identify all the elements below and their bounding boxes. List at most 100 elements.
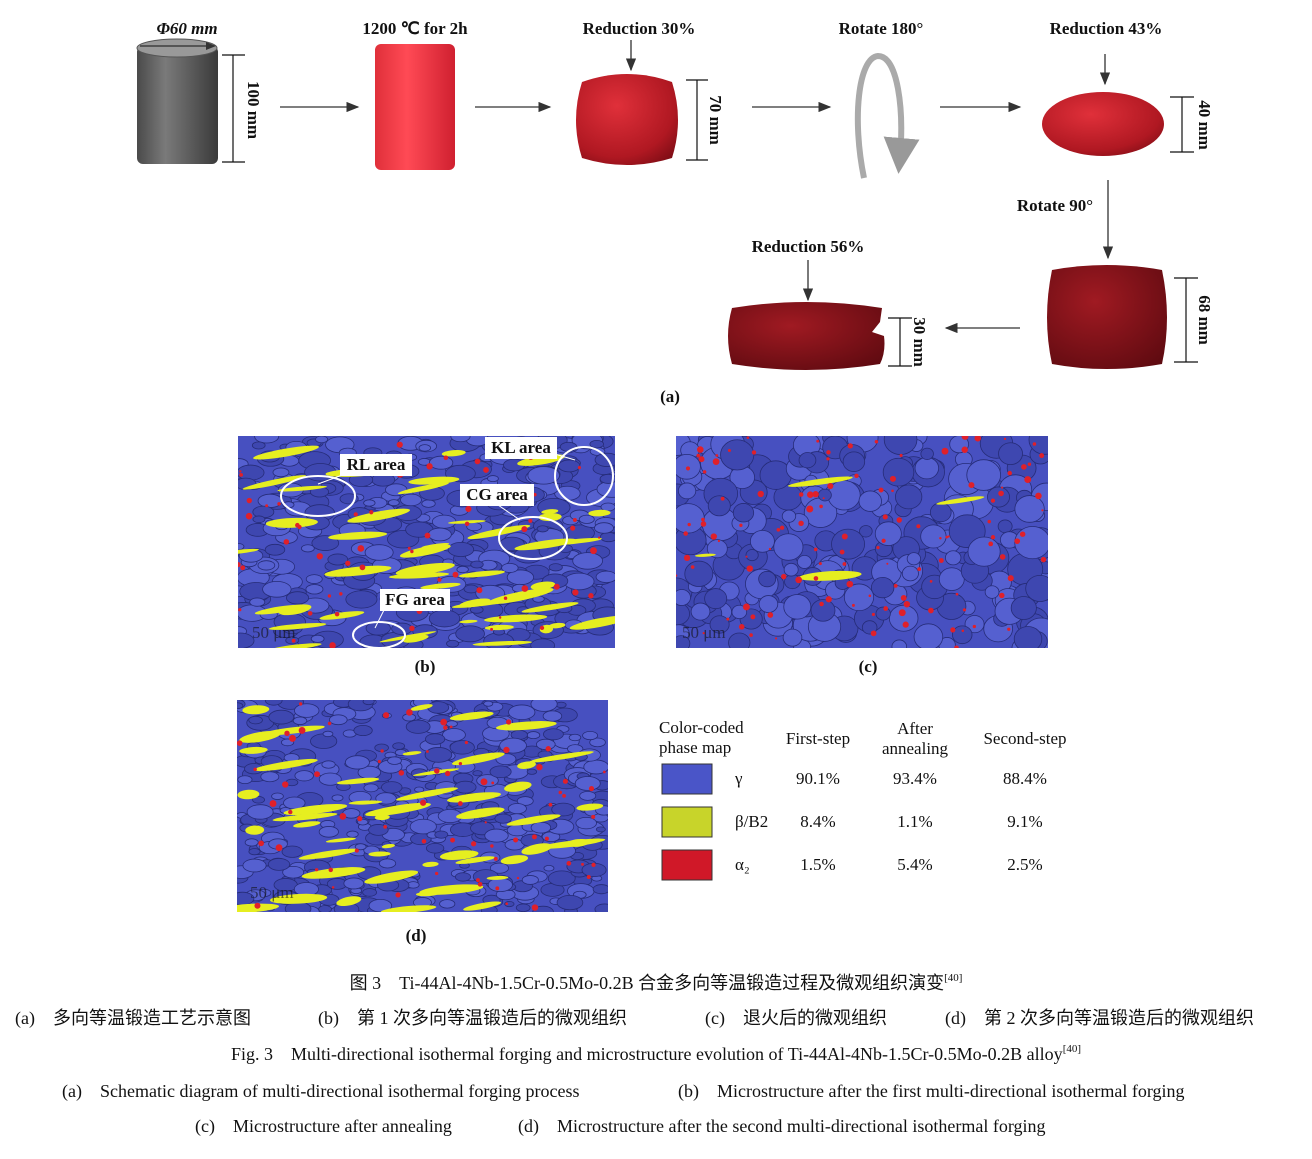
beta-phase — [253, 758, 318, 772]
grain — [594, 903, 608, 912]
grain — [599, 473, 615, 484]
table-cell: 5.4% — [897, 855, 932, 874]
alpha2-phase — [283, 539, 290, 545]
alpha2-phase — [988, 541, 994, 547]
alpha2-phase — [450, 837, 455, 843]
grain — [264, 700, 283, 706]
grain — [783, 594, 812, 620]
beta-phase — [242, 475, 307, 490]
alpha2-phase — [588, 786, 595, 792]
table-cell: 88.4% — [1003, 769, 1047, 788]
beta-phase — [245, 825, 265, 835]
rotate-arrow — [854, 52, 920, 179]
alpha2-phase — [939, 537, 942, 540]
grain — [286, 591, 310, 605]
grain — [547, 870, 576, 887]
alpha2-phase — [420, 799, 427, 806]
alpha2-phase — [470, 841, 477, 847]
alpha2-phase — [1041, 509, 1044, 512]
beta-phase — [293, 821, 321, 828]
alpha2-phase — [961, 446, 968, 453]
beta-phase — [265, 517, 318, 528]
zh-sub: (c) 退火后的微观组织 — [705, 1008, 887, 1029]
beta-phase — [486, 875, 509, 880]
alpha2-phase — [768, 547, 772, 551]
grain — [781, 509, 797, 523]
grain — [368, 824, 389, 836]
alpha2-phase — [586, 874, 591, 880]
grain — [257, 560, 276, 571]
grain — [1028, 436, 1048, 455]
en-title: Fig. 3 Multi-directional isothermal forg… — [231, 1043, 1081, 1065]
grain — [676, 635, 691, 648]
alpha2-phase — [503, 746, 510, 754]
alpha2-phase — [676, 574, 678, 577]
alpha2-phase — [776, 527, 781, 532]
grain — [559, 441, 578, 452]
beta-phase — [517, 761, 536, 769]
grain — [582, 730, 599, 741]
grain — [521, 875, 539, 885]
grain — [527, 466, 560, 485]
alpha2-phase — [240, 565, 246, 571]
grain — [427, 527, 452, 542]
alpha2-phase — [715, 454, 719, 457]
alpha2-phase — [903, 601, 911, 608]
beta-phase — [365, 802, 431, 817]
red-cylinder — [375, 44, 455, 170]
alpha2-phase — [700, 521, 707, 527]
step-label: 1200 ℃ for 2h — [362, 19, 468, 38]
beta-phase — [237, 903, 280, 912]
grain — [328, 714, 348, 726]
grain — [454, 780, 477, 794]
grain — [439, 899, 456, 909]
alpha2-phase — [929, 580, 933, 583]
alpha2-phase — [591, 814, 596, 819]
grain — [424, 747, 453, 763]
grain — [870, 576, 895, 599]
beta-phase — [237, 789, 260, 800]
alpha2-phase — [813, 576, 819, 581]
grain — [796, 555, 813, 569]
en-sub: (d) Microstructure after the second mult… — [518, 1116, 1046, 1137]
alpha2-phase — [254, 902, 261, 909]
alpha2-phase — [826, 450, 831, 455]
grain — [244, 838, 259, 847]
alpha2-phase — [258, 840, 264, 847]
beta-phase — [336, 777, 380, 785]
grain — [966, 459, 1002, 491]
alpha2-phase — [938, 558, 944, 563]
beta-phase — [399, 544, 451, 558]
grain — [798, 452, 817, 469]
beta-phase — [548, 622, 566, 629]
alpha2-phase — [288, 809, 293, 815]
grain — [405, 719, 431, 734]
grain — [563, 572, 595, 591]
grain — [676, 589, 691, 606]
beta-phase — [455, 856, 496, 864]
beta-phase — [374, 814, 390, 821]
grain — [252, 515, 266, 524]
alpha2-phase — [353, 512, 358, 517]
legend-table: Color-coded phase map First-step After ann… — [659, 718, 1067, 881]
grain — [589, 439, 604, 449]
grain — [599, 531, 615, 543]
grain — [257, 493, 283, 508]
grain — [843, 583, 875, 612]
alpha2-phase — [528, 518, 533, 523]
alpha2-phase — [282, 781, 289, 788]
dimension — [686, 79, 708, 161]
area-label: RL area — [347, 455, 406, 474]
grain — [997, 519, 1013, 534]
alpha2-phase — [712, 458, 720, 466]
grain — [344, 755, 370, 770]
beta-phase — [541, 509, 559, 515]
grain — [487, 475, 499, 483]
grain — [237, 702, 244, 710]
grain — [967, 536, 1001, 567]
alpha2-phase — [1001, 486, 1004, 489]
alpha2-phase — [702, 631, 705, 635]
grain — [720, 439, 755, 471]
grain — [1014, 495, 1045, 523]
alpha2-phase — [484, 821, 487, 824]
